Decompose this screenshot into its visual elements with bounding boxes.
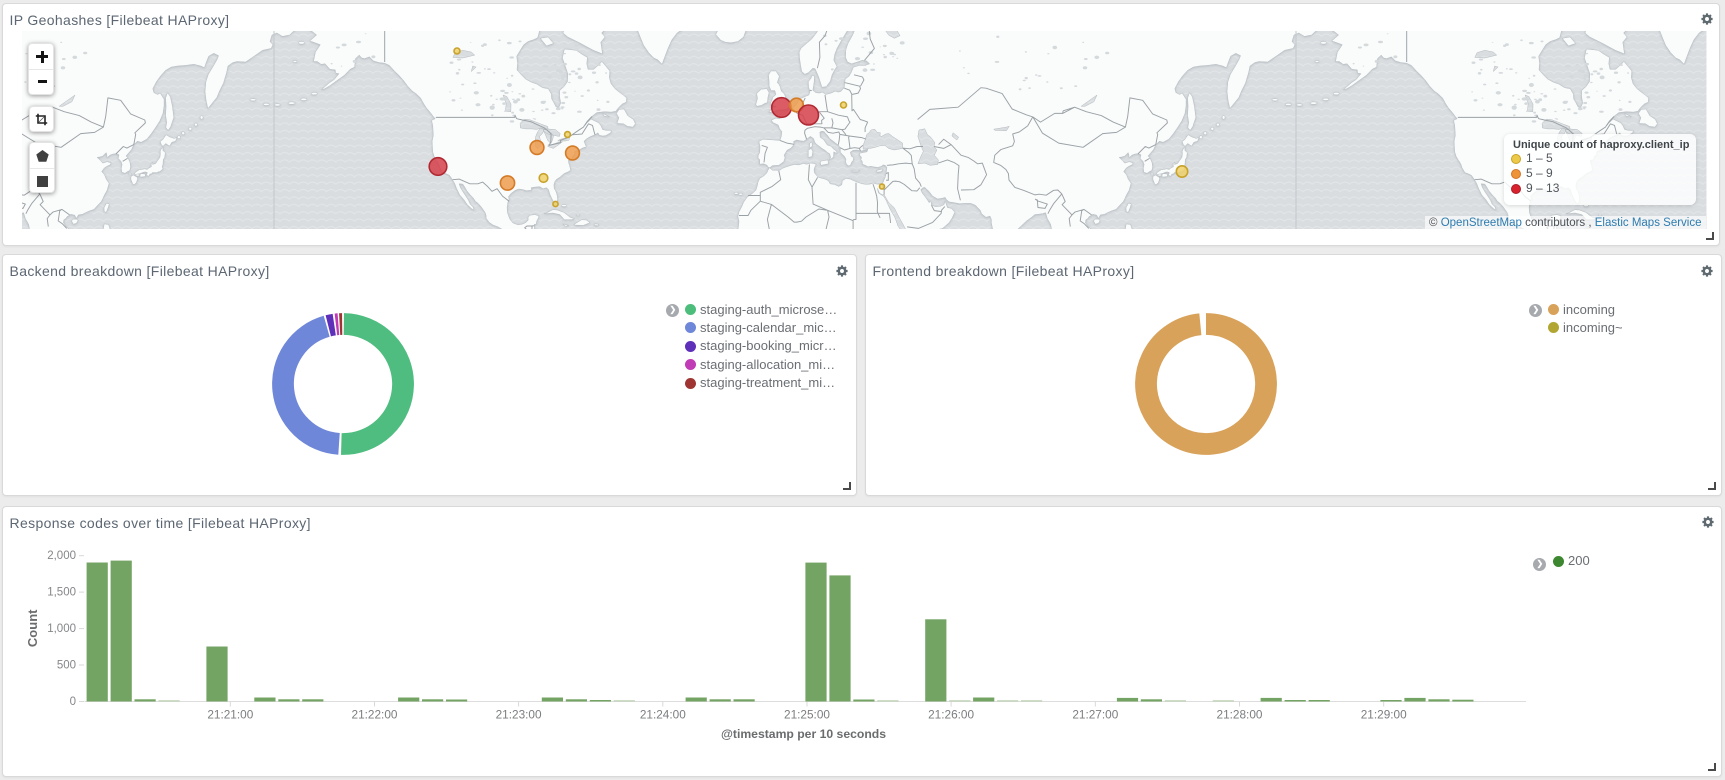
svg-text:@timestamp per 10 seconds: @timestamp per 10 seconds	[721, 727, 886, 741]
svg-text:21:28:00: 21:28:00	[1217, 708, 1263, 722]
svg-text:500: 500	[57, 660, 76, 672]
svg-text:21:25:00: 21:25:00	[784, 708, 830, 722]
svg-text:2,000: 2,000	[47, 550, 76, 562]
svg-text:21:24:00: 21:24:00	[640, 708, 686, 722]
svg-text:21:23:00: 21:23:00	[496, 708, 542, 722]
svg-text:0: 0	[70, 696, 76, 708]
svg-text:1,000: 1,000	[47, 623, 76, 635]
svg-text:21:22:00: 21:22:00	[352, 708, 398, 722]
svg-text:21:29:00: 21:29:00	[1361, 708, 1407, 722]
svg-text:21:26:00: 21:26:00	[928, 708, 974, 722]
svg-text:Count: Count	[25, 609, 40, 647]
svg-text:21:27:00: 21:27:00	[1072, 708, 1118, 722]
svg-text:1,500: 1,500	[47, 587, 76, 599]
svg-text:21:21:00: 21:21:00	[207, 708, 253, 722]
